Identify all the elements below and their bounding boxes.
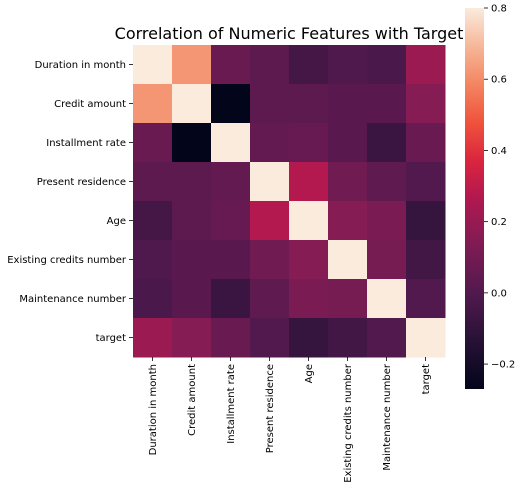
- x-tick-label: Duration in month: [148, 364, 159, 455]
- colorbar-tick-label: 0.4: [491, 146, 507, 157]
- y-tick-label: Credit amount: [54, 99, 126, 110]
- heatmap-cell: [289, 45, 329, 85]
- heatmap-cell: [133, 318, 173, 358]
- heatmap-cell: [328, 279, 368, 319]
- heatmap-cell: [133, 240, 173, 280]
- heatmap-cells: [133, 45, 446, 358]
- heatmap-cell: [250, 162, 290, 202]
- heatmap-cell: [328, 162, 368, 202]
- heatmap-cell: [328, 123, 368, 163]
- y-tick-label: Present residence: [37, 177, 126, 188]
- heatmap-cell: [367, 162, 407, 202]
- heatmap-cell: [250, 201, 290, 241]
- y-tick-label: Installment rate: [46, 138, 126, 149]
- heatmap-cell: [328, 318, 368, 358]
- heatmap-cell: [211, 123, 251, 163]
- x-tick-label: Existing credits number: [343, 363, 354, 483]
- heatmap-cell: [211, 45, 251, 85]
- heatmap-cell: [133, 84, 173, 124]
- heatmap-cell: [133, 45, 173, 85]
- heatmap-cell: [289, 279, 329, 319]
- colorbar-tick-label: 0.0: [491, 288, 507, 299]
- x-tick-label: Installment rate: [226, 364, 237, 444]
- heatmap-cell: [367, 84, 407, 124]
- y-axis-tick-labels: Duration in month Credit amount Installmen…: [7, 60, 133, 344]
- heatmap-cell: [250, 318, 290, 358]
- heatmap-cell: [328, 201, 368, 241]
- heatmap-cell: [172, 240, 212, 280]
- y-tick-label: Duration in month: [35, 60, 126, 71]
- heatmap-cell: [328, 45, 368, 85]
- x-tick-label: Age: [304, 364, 315, 383]
- heatmap-cell: [250, 45, 290, 85]
- heatmap-cell: [211, 84, 251, 124]
- colorbar-tick-label: −0.2: [491, 360, 515, 371]
- heatmap-cell: [133, 162, 173, 202]
- heatmap-cell: [289, 201, 329, 241]
- heatmap-cell: [250, 84, 290, 124]
- x-axis-tick-labels: Duration in month Credit amount Installmen…: [148, 357, 432, 483]
- heatmap-cell: [406, 123, 446, 163]
- heatmap-cell: [250, 279, 290, 319]
- heatmap-cell: [406, 279, 446, 319]
- heatmap-cell: [211, 318, 251, 358]
- heatmap-cell: [406, 162, 446, 202]
- x-tick-label: target: [421, 364, 432, 394]
- heatmap-cell: [406, 84, 446, 124]
- heatmap-cell: [367, 279, 407, 319]
- heatmap-cell: [328, 240, 368, 280]
- heatmap-cell: [133, 201, 173, 241]
- heatmap-cell: [289, 84, 329, 124]
- heatmap-cell: [211, 240, 251, 280]
- heatmap-cell: [289, 318, 329, 358]
- heatmap-cell: [289, 162, 329, 202]
- heatmap-cell: [406, 201, 446, 241]
- colorbar: −0.2 0.0 0.2 0.4 0.6 0.8: [465, 4, 515, 390]
- heatmap-cell: [406, 318, 446, 358]
- heatmap-cell: [172, 84, 212, 124]
- chart-title: Correlation of Numeric Features with Tar…: [115, 24, 464, 43]
- colorbar-tick-label: 0.8: [491, 4, 507, 15]
- heatmap-cell: [211, 201, 251, 241]
- heatmap-cell: [211, 162, 251, 202]
- heatmap-cell: [367, 45, 407, 85]
- x-tick-label: Present residence: [265, 364, 276, 453]
- heatmap-cell: [250, 240, 290, 280]
- heatmap-cell: [328, 84, 368, 124]
- y-tick-label: Age: [107, 216, 126, 227]
- heatmap-cell: [172, 123, 212, 163]
- heatmap-cell: [172, 45, 212, 85]
- y-tick-label: Maintenance number: [19, 294, 126, 305]
- colorbar-gradient: [465, 8, 484, 389]
- heatmap-cell: [133, 279, 173, 319]
- heatmap-cell: [289, 240, 329, 280]
- heatmap-cell: [211, 279, 251, 319]
- heatmap-cell: [172, 162, 212, 202]
- heatmap-cell: [289, 123, 329, 163]
- heatmap-cell: [133, 123, 173, 163]
- heatmap-cell: [367, 201, 407, 241]
- colorbar-tick-label: 0.2: [491, 217, 507, 228]
- y-tick-label: target: [96, 333, 126, 344]
- heatmap-cell: [172, 201, 212, 241]
- heatmap-cell: [367, 123, 407, 163]
- heatmap-cell: [172, 318, 212, 358]
- heatmap-cell: [250, 123, 290, 163]
- y-tick-label: Existing credits number: [7, 255, 127, 266]
- heatmap-cell: [367, 318, 407, 358]
- heatmap-cell: [172, 279, 212, 319]
- x-tick-label: Credit amount: [187, 364, 198, 436]
- heatmap-cell: [406, 240, 446, 280]
- x-tick-label: Maintenance number: [382, 363, 393, 470]
- colorbar-tick-label: 0.6: [491, 75, 507, 86]
- heatmap-cell: [367, 240, 407, 280]
- heatmap-cell: [406, 45, 446, 85]
